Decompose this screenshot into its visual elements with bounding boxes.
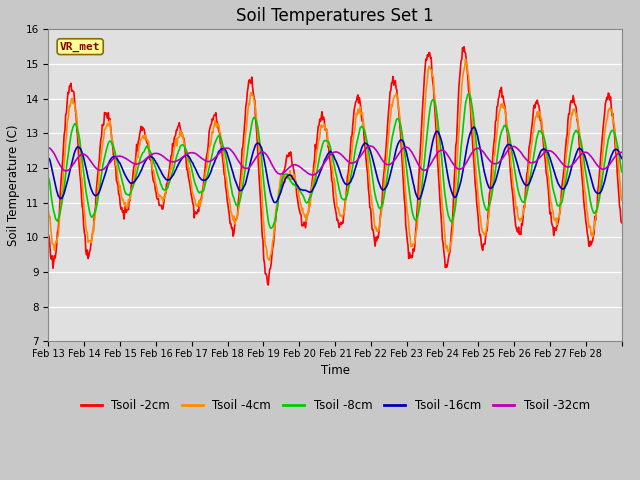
Title: Soil Temperatures Set 1: Soil Temperatures Set 1 (236, 7, 434, 25)
Tsoil -8cm (268, 226, 275, 231)
Legend: Tsoil -2cm, Tsoil -4cm, Tsoil -8cm, Tsoil -16cm, Tsoil -32cm: Tsoil -2cm, Tsoil -4cm, Tsoil -8cm, Tsoi… (76, 394, 595, 417)
Line: Tsoil -8cm: Tsoil -8cm (49, 94, 621, 228)
Tsoil -32cm (618, 149, 625, 155)
Tsoil -4cm (618, 197, 625, 203)
Tsoil -16cm (470, 124, 477, 130)
Tsoil -2cm (45, 232, 52, 238)
Tsoil -4cm (395, 108, 403, 114)
Tsoil -8cm (268, 225, 276, 230)
Tsoil -8cm (395, 117, 403, 123)
Tsoil -16cm (112, 155, 120, 160)
Tsoil -4cm (428, 67, 435, 72)
Tsoil -4cm (112, 162, 120, 168)
Tsoil -32cm (246, 164, 253, 170)
Tsoil -32cm (218, 149, 225, 155)
Tsoil -4cm (218, 138, 225, 144)
Tsoil -2cm (246, 77, 253, 83)
Line: Tsoil -4cm: Tsoil -4cm (49, 59, 621, 260)
Tsoil -4cm (246, 102, 253, 108)
Line: Tsoil -2cm: Tsoil -2cm (49, 47, 621, 285)
Tsoil -32cm (112, 154, 120, 160)
Tsoil -2cm (428, 55, 435, 60)
Tsoil -16cm (45, 155, 52, 161)
Tsoil -8cm (465, 91, 472, 96)
Tsoil -8cm (218, 136, 225, 142)
Line: Tsoil -32cm: Tsoil -32cm (49, 146, 621, 175)
Tsoil -16cm (271, 200, 279, 205)
Tsoil -2cm (460, 44, 468, 49)
Y-axis label: Soil Temperature (C): Soil Temperature (C) (7, 124, 20, 246)
Tsoil -8cm (246, 134, 253, 140)
Tsoil -16cm (428, 146, 435, 152)
Tsoil -2cm (395, 112, 403, 118)
X-axis label: Time: Time (321, 364, 349, 377)
Tsoil -4cm (45, 208, 52, 214)
Tsoil -8cm (112, 153, 120, 158)
Tsoil -8cm (618, 169, 625, 175)
Tsoil -32cm (309, 172, 317, 178)
Tsoil -16cm (618, 156, 625, 161)
Tsoil -32cm (268, 160, 275, 166)
Tsoil -2cm (218, 140, 225, 145)
Tsoil -4cm (265, 257, 273, 263)
Tsoil -32cm (45, 145, 52, 151)
Tsoil -8cm (45, 175, 52, 181)
Line: Tsoil -16cm: Tsoil -16cm (49, 127, 621, 203)
Tsoil -16cm (268, 192, 275, 198)
Text: VR_met: VR_met (60, 42, 100, 52)
Tsoil -32cm (366, 143, 374, 149)
Tsoil -8cm (428, 100, 435, 106)
Tsoil -2cm (268, 252, 276, 258)
Tsoil -2cm (264, 282, 272, 288)
Tsoil -4cm (268, 246, 276, 252)
Tsoil -2cm (112, 165, 120, 171)
Tsoil -16cm (246, 163, 253, 169)
Tsoil -16cm (218, 146, 225, 152)
Tsoil -16cm (395, 139, 403, 145)
Tsoil -32cm (396, 150, 404, 156)
Tsoil -2cm (618, 220, 625, 226)
Tsoil -4cm (461, 56, 469, 62)
Tsoil -32cm (428, 159, 436, 165)
